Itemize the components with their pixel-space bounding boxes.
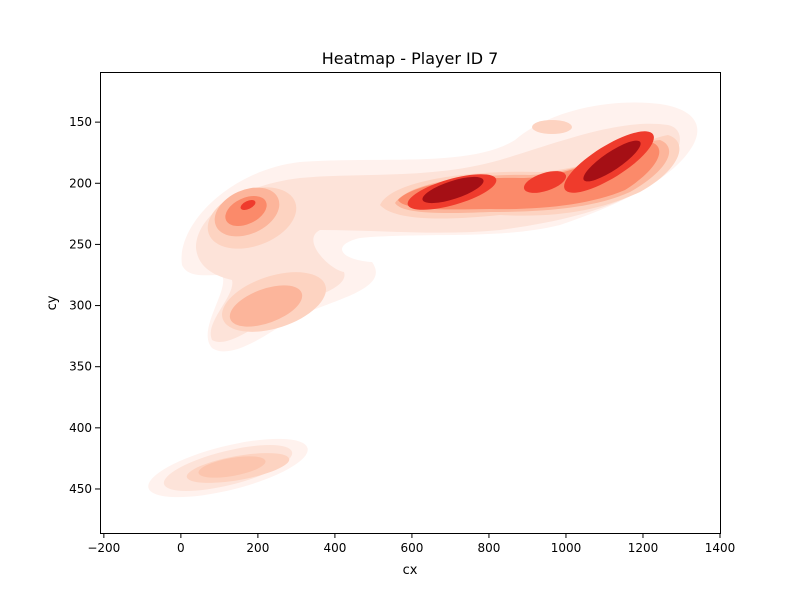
plot-frame [100,72,721,534]
y-tick-label: 250 [69,237,92,251]
x-tick-label: 400 [323,541,346,555]
x-tick-label: −200 [87,541,120,555]
y-tick-label: 400 [69,421,92,435]
x-tick-label: 600 [400,541,423,555]
x-tick-label: 0 [177,541,185,555]
y-tick-label: 150 [69,115,92,129]
chart-title: Heatmap - Player ID 7 [322,49,499,68]
x-tick-label: 1200 [628,541,659,555]
density-contour-left-4 [225,195,267,227]
density-contour-right-bridge [523,171,567,193]
density-contour-mid-6 [422,176,484,204]
density-contours [148,102,698,498]
x-tick-label: 200 [246,541,269,555]
y-tick-label: 200 [69,176,92,190]
x-axis-label: cx [403,563,418,578]
x-tick-label: 1400 [705,541,736,555]
density-contour-lower-left-3 [229,285,303,327]
y-axis-label: cy [45,295,60,310]
y-axis: 150 200 250 300 350 400 450 [69,115,100,496]
x-axis: −200 0 200 400 600 800 1000 1200 1400 [87,533,735,555]
density-contour-lower-3 [198,456,266,478]
y-tick-label: 350 [69,360,92,374]
x-tick-label: 1000 [551,541,582,555]
x-tick-label: 800 [477,541,500,555]
y-tick-label: 300 [69,299,92,313]
density-contour-right-6 [583,140,641,182]
density-contour-left-5 [240,200,256,210]
y-tick-label: 450 [69,482,92,496]
density-contour-small-peak [532,120,572,134]
